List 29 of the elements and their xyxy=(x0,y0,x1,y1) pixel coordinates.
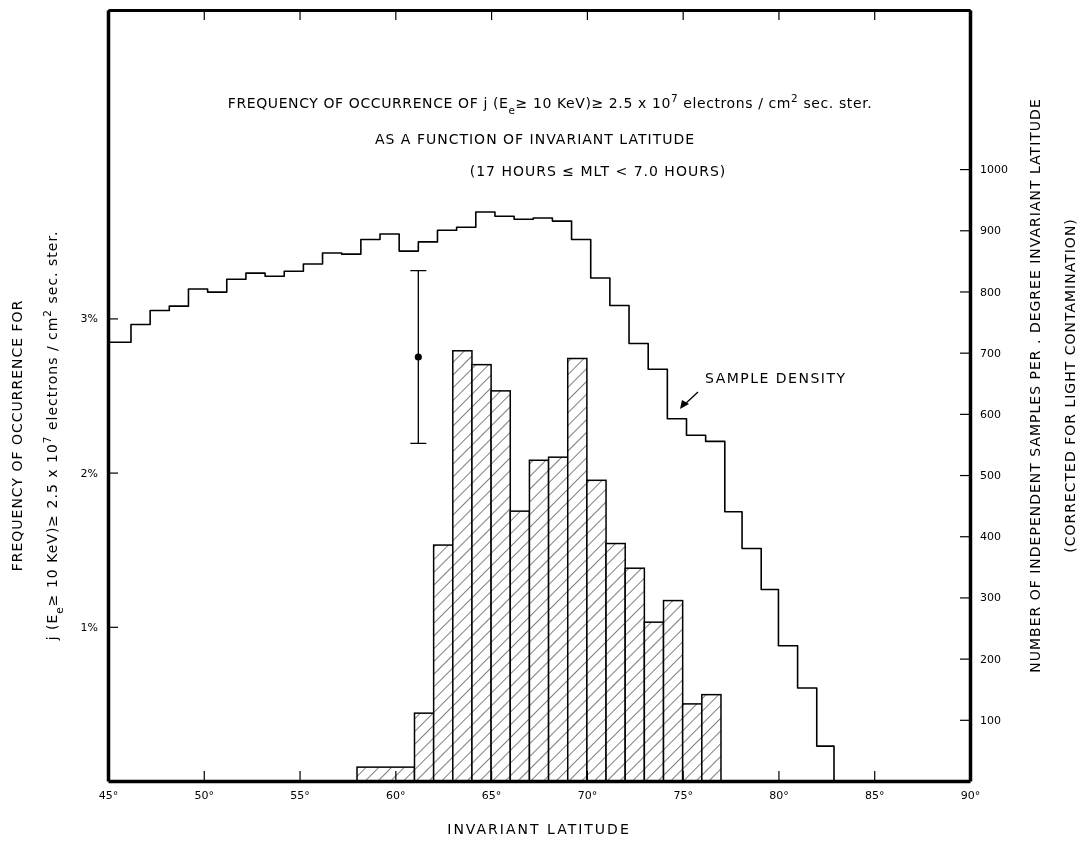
x-tick-label: 65° xyxy=(481,788,502,802)
y2-tick-label: 200 xyxy=(980,652,1001,666)
y2-tick-label: 600 xyxy=(980,407,1001,421)
y2-tick-label: 100 xyxy=(980,713,1001,727)
y2-tick-label: 900 xyxy=(980,224,1001,238)
text: AS A FUNCTION OF INVARIANT LATITUDE xyxy=(374,131,696,147)
y2-tick-label: 800 xyxy=(980,285,1001,299)
y2-tick-label: 300 xyxy=(980,591,1001,605)
y2-tick-label: 400 xyxy=(980,530,1001,544)
x-tick-label: 75° xyxy=(673,788,693,802)
text: NUMBER OF INDEPENDENT SAMPLES PER . DEGREE INVARIANT LATITUDE (CORRECTED FOR LIGHT CONTAMINATION) xyxy=(1027,98,1078,673)
annotation: (17 HOURS ≤ MLT < 7.0 HOURS) xyxy=(469,163,727,179)
x-tick-label: 70° xyxy=(577,788,598,802)
x-tick-label: 50° xyxy=(194,788,215,802)
x-tick-label: 55° xyxy=(290,788,310,802)
y-tick-label: 2% xyxy=(80,466,98,480)
x-axis-title: INVARIANT LATITUDE xyxy=(447,821,631,837)
y-tick-label: 3% xyxy=(80,312,98,326)
text: SAMPLE DENSITY xyxy=(705,370,847,386)
text: FREQUENCY OF OCCURRENCE OF j (E$_{e}$≥ 10 KeV)≥ 2.5 x 10$^{7}$ electrons / cm$^{2}$ sec. ster. xyxy=(227,92,873,116)
x-tick-label: 45° xyxy=(98,788,119,802)
y2-tick-label: 1000 xyxy=(980,163,1008,177)
x-tick-label: 60° xyxy=(386,788,406,802)
x-tick-label: 85° xyxy=(864,788,885,802)
x-tick-label: 80° xyxy=(769,788,789,802)
y-tick-label: 1% xyxy=(80,620,98,634)
y2-tick-label: 500 xyxy=(980,469,1001,483)
x-tick-label: 90° xyxy=(960,788,981,802)
y2-tick-label: 700 xyxy=(980,346,1001,360)
